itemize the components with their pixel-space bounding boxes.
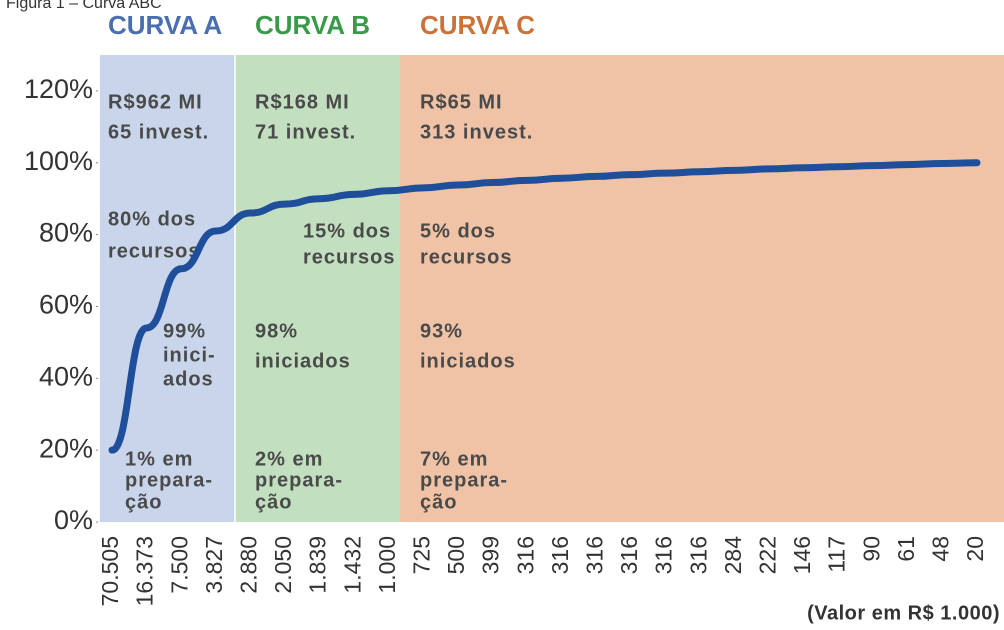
annotation: 71 invest. — [255, 121, 356, 143]
annotation: R$65 MI — [420, 91, 503, 113]
x-tick-label: 48 — [927, 536, 953, 562]
x-tick-label: 1.000 — [374, 536, 400, 594]
annotation: 7% em — [420, 448, 488, 470]
annotation: inici- — [163, 344, 216, 366]
x-tick-label: 725 — [408, 536, 434, 574]
x-tick-label: 70.505 — [97, 536, 123, 606]
annotation: 5% dos — [420, 220, 496, 242]
annotation: 93% — [420, 320, 463, 342]
y-tick-label: 40% — [39, 361, 93, 391]
x-tick-label: 500 — [443, 536, 469, 574]
annotation: 65 invest. — [108, 121, 209, 143]
annotation: 2% em — [255, 448, 323, 470]
x-tick-label: 61 — [893, 536, 919, 562]
annotation: 99% — [163, 320, 206, 342]
y-tick-label: 0% — [54, 505, 93, 535]
band — [235, 55, 400, 522]
annotation: ção — [255, 491, 292, 513]
x-tick-label: 284 — [720, 536, 746, 575]
annotation: ados — [163, 368, 214, 390]
x-tick-label: 1.432 — [339, 536, 365, 594]
x-tick-label: 16.373 — [132, 536, 158, 606]
annotation: 15% dos — [303, 220, 391, 242]
annotation: 98% — [255, 320, 298, 342]
band — [400, 55, 1004, 522]
x-tick-label: 2.050 — [270, 536, 296, 594]
annotation: 80% dos — [108, 208, 196, 230]
band-label: CURVA C — [420, 10, 535, 40]
x-tick-label: 3.827 — [201, 536, 227, 594]
x-tick-label: 117 — [824, 536, 850, 573]
x-tick-label: 316 — [512, 536, 538, 574]
band-label: CURVA B — [255, 10, 370, 40]
annotation: prepara- — [255, 469, 343, 491]
x-tick-label: 2.880 — [235, 536, 261, 594]
annotation: R$168 MI — [255, 91, 350, 113]
annotation: iniciados — [255, 350, 351, 372]
curve — [108, 159, 981, 454]
x-tick-label: 90 — [858, 536, 884, 562]
x-tick-label: 316 — [685, 536, 711, 574]
chart-title: Figura 1 – Curva ABC — [6, 0, 162, 12]
y-tick-label: 20% — [39, 433, 93, 463]
x-tick-label: 7.500 — [166, 536, 192, 594]
annotation: prepara- — [125, 469, 213, 491]
x-tick-label: 316 — [547, 536, 573, 574]
y-tick-label: 120% — [24, 74, 93, 104]
x-axis-label: (Valor em R$ 1.000) — [807, 602, 1000, 624]
x-tick-label: 1.839 — [305, 536, 331, 594]
x-tick-label: 316 — [651, 536, 677, 574]
annotation: iniciados — [420, 350, 516, 372]
x-tick-label: 146 — [789, 536, 815, 574]
band-label: CURVA A — [108, 10, 222, 40]
y-tick-label: 60% — [39, 290, 93, 320]
annotation: prepara- — [420, 469, 508, 491]
x-tick-label: 316 — [616, 536, 642, 574]
y-tick-label: 80% — [39, 218, 93, 248]
annotation: R$962 MI — [108, 91, 203, 113]
annotation: recursos — [303, 246, 396, 268]
x-tick-label: 316 — [581, 536, 607, 574]
y-tick-label: 100% — [24, 146, 93, 176]
x-tick-label: 222 — [754, 536, 780, 574]
x-tick-label: 399 — [478, 536, 504, 574]
annotation: recursos — [108, 240, 201, 262]
annotation: 1% em — [125, 448, 193, 470]
annotation: recursos — [420, 246, 513, 268]
annotation: ção — [420, 491, 457, 513]
annotation: ção — [125, 491, 162, 513]
x-tick-label: 20 — [962, 536, 988, 562]
annotation: 313 invest. — [420, 121, 533, 143]
